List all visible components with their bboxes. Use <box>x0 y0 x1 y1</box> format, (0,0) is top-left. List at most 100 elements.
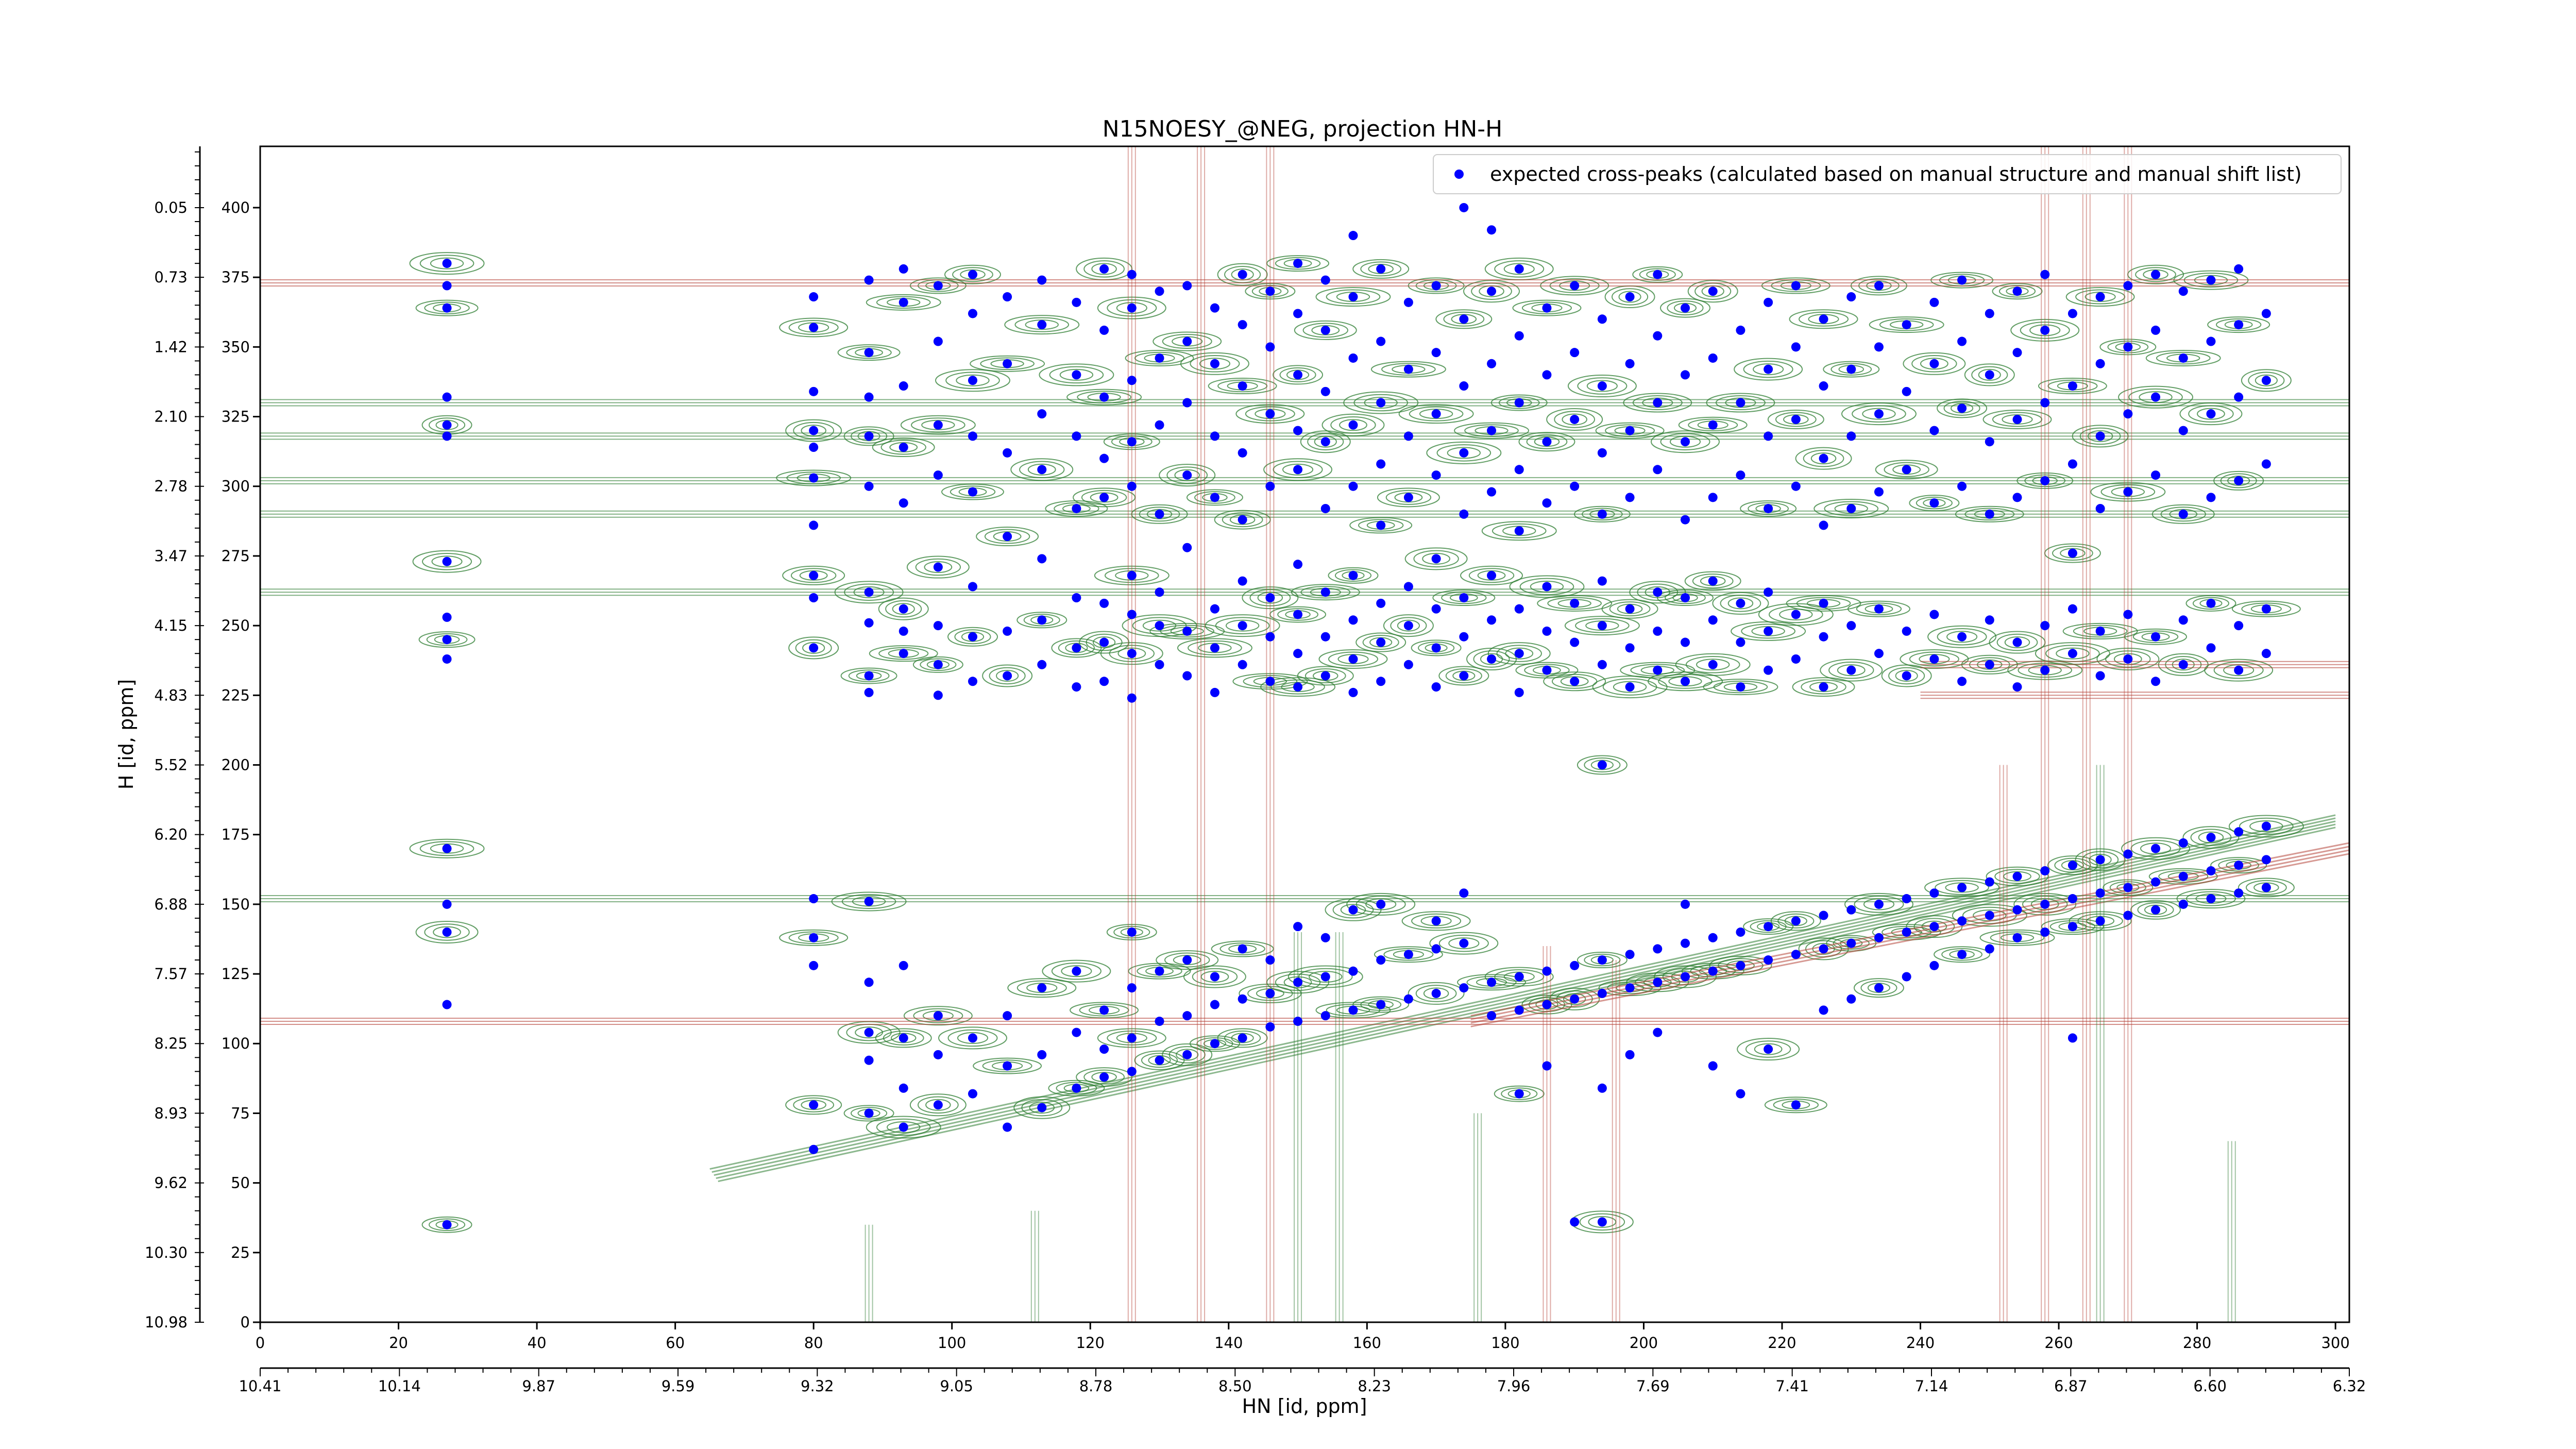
contour-ring <box>1194 491 1235 504</box>
expected-peak-marker <box>1819 520 1828 530</box>
expected-peak-marker <box>1708 933 1718 942</box>
contour-ring <box>1879 318 1934 331</box>
expected-peak-marker <box>2234 861 2244 870</box>
x-tick-label: 300 <box>2321 1334 2349 1352</box>
contour-ring <box>973 1057 1042 1074</box>
contour-ring <box>1211 940 1274 957</box>
contour-ring <box>1503 263 1535 275</box>
expected-peak-marker <box>1625 292 1635 302</box>
contour-ring <box>1219 942 1265 955</box>
contour-ring <box>422 552 472 570</box>
expected-peak-marker <box>1514 649 1524 659</box>
expected-peak-marker <box>2095 671 2105 681</box>
expected-peak-marker <box>1182 336 1192 346</box>
contour-ring <box>1920 358 1948 370</box>
contour-ring <box>1397 619 1420 632</box>
contour-ring <box>982 664 1033 687</box>
expected-peak-marker <box>1846 364 1856 374</box>
contour-ring <box>900 415 976 435</box>
expected-peak-marker <box>1680 437 1690 447</box>
contour-ring <box>779 317 849 338</box>
expected-peak-marker <box>1929 426 1939 435</box>
contour-ring <box>1042 959 1111 983</box>
expected-peak-marker <box>968 431 977 441</box>
contour-ring <box>1745 1040 1791 1058</box>
contour-ring <box>1518 432 1575 452</box>
contour-ring <box>2239 817 2294 835</box>
contour-ring <box>1362 635 1399 650</box>
contour-ring <box>1249 589 1291 606</box>
hn-ppm-tick-label: 9.59 <box>662 1377 695 1395</box>
expected-peak-marker <box>1037 1050 1047 1059</box>
contour-ring <box>1435 309 1493 329</box>
expected-peak-marker <box>1791 1100 1801 1110</box>
expected-peak-marker <box>1487 615 1497 625</box>
expected-peak-marker <box>1072 503 1081 513</box>
contour-ring <box>1166 466 1208 484</box>
expected-peak-marker <box>2067 922 2077 932</box>
expected-peak-marker <box>442 899 452 909</box>
expected-peak-marker <box>809 894 819 904</box>
contour-ring <box>2022 896 2068 913</box>
expected-peak-marker <box>442 927 452 937</box>
expected-peak-marker <box>2151 269 2161 279</box>
expected-peak-marker <box>1459 983 1469 993</box>
contour-ring <box>1340 904 1366 916</box>
contour-ring <box>1104 568 1159 583</box>
contour-ring <box>2089 853 2112 866</box>
expected-peak-marker <box>1985 911 1994 920</box>
contour-ring <box>1618 291 1641 303</box>
contour-ring <box>1180 352 1249 375</box>
expected-peak-marker <box>1293 649 1303 659</box>
contour-ring <box>1639 268 1676 281</box>
expected-peak-marker <box>2040 665 2050 675</box>
expected-peak-marker <box>1348 570 1358 580</box>
expected-peak-marker <box>1957 275 1967 285</box>
contour-ring <box>1328 567 1379 584</box>
expected-peak-marker <box>1874 899 1884 909</box>
expected-peak-marker <box>1459 203 1469 212</box>
contour-ring <box>1408 982 1465 1005</box>
expected-peak-marker <box>1182 1011 1192 1021</box>
expected-peak-marker <box>1625 950 1635 959</box>
expected-peak-marker <box>1265 1022 1275 1032</box>
expected-peak-marker <box>1680 515 1690 525</box>
expected-peak-marker <box>933 660 943 669</box>
expected-peak-marker <box>1320 933 1330 942</box>
contour-ring <box>1277 608 1318 621</box>
expected-peak-marker <box>1487 487 1497 497</box>
contour-ring <box>2056 647 2090 660</box>
contour-ring <box>1355 896 1406 913</box>
contour-ring <box>1401 911 1471 931</box>
y-tick-label: 0 <box>241 1313 250 1331</box>
expected-peak-marker <box>1182 1050 1192 1059</box>
expected-peak-marker <box>1680 593 1690 603</box>
contour-ring <box>1727 597 1754 610</box>
expected-peak-marker <box>1155 1055 1164 1065</box>
expected-peak-marker <box>1403 493 1413 502</box>
x-tick-label: 20 <box>389 1334 408 1352</box>
contour-ring <box>1992 283 2043 300</box>
contour-ring <box>1448 937 1480 950</box>
expected-peak-marker <box>1708 1061 1718 1071</box>
expected-peak-marker <box>1459 314 1469 324</box>
contour-ring <box>982 1059 1032 1072</box>
contour-ring <box>1543 671 1606 692</box>
expected-peak-marker <box>1653 269 1663 279</box>
expected-peak-marker <box>1348 231 1358 241</box>
expected-peak-marker <box>1238 515 1247 525</box>
contour-ring <box>1632 266 1683 283</box>
h-ppm-tick-label: 8.25 <box>154 1035 188 1052</box>
expected-peak-marker <box>2095 626 2105 636</box>
expected-peak-marker <box>1985 309 1994 318</box>
contour-ring <box>920 658 957 671</box>
expected-peak-marker <box>864 431 874 441</box>
expected-peak-marker <box>1155 621 1164 631</box>
expected-peak-marker <box>1487 359 1497 368</box>
expected-peak-marker <box>1265 481 1275 491</box>
contour-ring <box>418 631 476 648</box>
expected-peak-marker <box>2012 287 2022 296</box>
contour-ring <box>885 600 922 618</box>
contour-ring <box>1066 389 1142 406</box>
